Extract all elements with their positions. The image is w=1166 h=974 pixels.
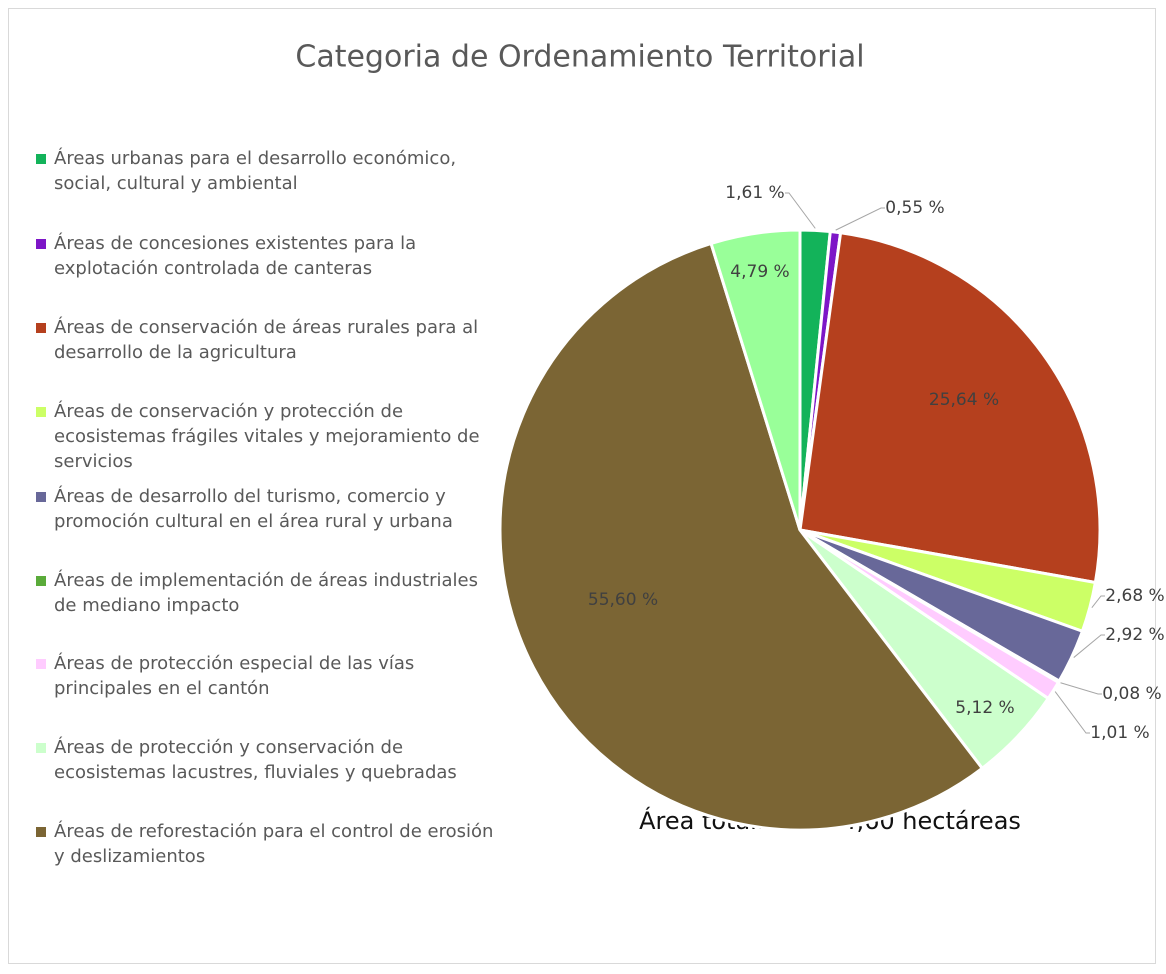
- legend-entry: Áreas de desarrollo del turismo, comerci…: [36, 484, 499, 534]
- legend-entry: Áreas de conservación de áreas rurales p…: [36, 315, 499, 365]
- legend-swatch: [36, 492, 46, 502]
- legend-swatch: [36, 659, 46, 669]
- legend-label: Áreas de desarrollo del turismo, comerci…: [54, 486, 453, 532]
- pie-slice: [498, 241, 985, 832]
- data-label: 2,92 %: [1105, 625, 1164, 645]
- leader-line: [1073, 634, 1105, 658]
- legend-entry: Áreas de conservación y protección de ec…: [36, 399, 499, 474]
- data-label: 4,79 %: [730, 262, 789, 282]
- legend-label: Áreas de conservación y protección de ec…: [54, 401, 480, 472]
- legend-swatch: [36, 323, 46, 333]
- legend-entry: Áreas de reforestación para el control d…: [36, 819, 499, 869]
- legend-label: Áreas de protección y conservación de ec…: [54, 737, 457, 783]
- legend-entry: Áreas de protección especial de las vías…: [36, 651, 499, 701]
- data-label: 1,01 %: [1090, 723, 1149, 743]
- legend-entry: Áreas de protección y conservación de ec…: [36, 735, 499, 785]
- data-label: 2,68 %: [1105, 586, 1164, 606]
- legend-entry: Áreas urbanas para el desarrollo económi…: [36, 146, 499, 196]
- data-label: 0,55 %: [885, 198, 944, 218]
- legend-label: Áreas urbanas para el desarrollo económi…: [54, 148, 457, 194]
- legend-label: Áreas de conservación de áreas rurales p…: [54, 317, 479, 363]
- leader-line: [1060, 682, 1102, 695]
- legend-entry: Áreas de implementación de áreas industr…: [36, 568, 499, 618]
- legend-swatch: [36, 239, 46, 249]
- pie-slice: [798, 231, 1102, 585]
- leader-line: [835, 207, 885, 231]
- data-label: 0,08 %: [1102, 684, 1161, 704]
- chart-title: Categoria de Ordenamiento Territorial: [295, 40, 864, 75]
- data-label: 5,12 %: [955, 698, 1014, 718]
- chart-frame: [8, 8, 1156, 964]
- legend-label: Áreas de implementación de áreas industr…: [54, 570, 478, 616]
- legend-label: Áreas de reforestación para el control d…: [54, 821, 494, 867]
- legend-label: Áreas de concesiones existentes para la …: [54, 233, 417, 279]
- legend-label: Áreas de protección especial de las vías…: [54, 653, 415, 699]
- legend-swatch: [36, 743, 46, 753]
- legend-swatch: [36, 576, 46, 586]
- data-label: 25,64 %: [929, 390, 999, 410]
- legend-entry: Áreas de concesiones existentes para la …: [36, 231, 499, 281]
- leader-line: [785, 192, 816, 229]
- leader-line: [1091, 595, 1105, 608]
- legend-swatch: [36, 407, 46, 417]
- data-label: 55,60 %: [588, 590, 658, 610]
- legend-swatch: [36, 827, 46, 837]
- data-label: 1,61 %: [725, 183, 784, 203]
- pie-slice: [709, 228, 802, 531]
- leader-line: [1054, 691, 1090, 734]
- legend-swatch: [36, 154, 46, 164]
